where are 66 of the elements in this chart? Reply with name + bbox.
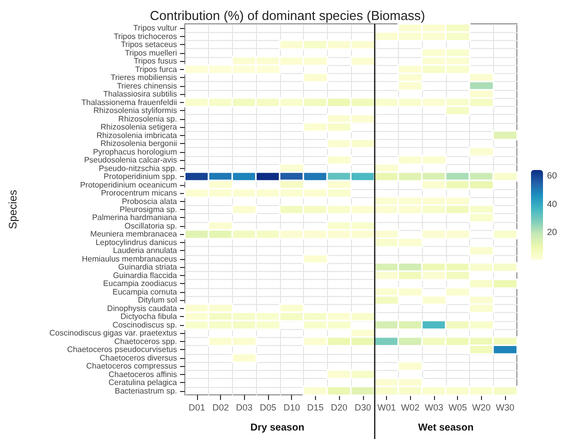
color-bar-label: 40 <box>547 198 558 209</box>
y-tick-label: Hemiaulus membranaceus <box>82 254 177 264</box>
y-tick-label: Dictyocha fibula <box>120 312 178 322</box>
y-tick-label: Protoperidinium spp. <box>104 172 177 182</box>
y-tick-label: Guinardia flaccida <box>112 270 178 280</box>
y-tick-label: Eucampia cornuta <box>112 287 178 296</box>
x-tick-label: D02 <box>212 402 229 412</box>
y-tick-label: Tripos furca <box>135 64 178 74</box>
x-tick-label: D30 <box>354 402 372 412</box>
x-tick-label: W03 <box>424 402 444 412</box>
y-tick-label: Eucampia zoodiacus <box>103 279 177 288</box>
x-tick-label: D03 <box>236 402 253 412</box>
y-tick-label: Thalassionema frauenfeldii <box>81 98 178 107</box>
y-tick-label: Rhizosolenia setigera <box>100 122 178 132</box>
y-tick-label: Rhizosolenia imbricata <box>96 130 178 140</box>
x-tick-label: D10 <box>283 402 300 412</box>
y-tick-label: Lauderia annulata <box>112 246 178 256</box>
y-tick-label: Rhizosolenia sp. <box>118 114 177 124</box>
x-tick-label: D20 <box>330 402 348 412</box>
y-tick-label: Chaetoceros pseudocurvisetus <box>67 345 177 354</box>
y-tick-label: Ditylum sol <box>138 296 178 305</box>
x-tick-label: D05 <box>260 402 276 412</box>
y-tick-label: Thalassiosira subtilis <box>103 90 177 99</box>
y-tick-label: Ceratulina pelagica <box>108 378 178 388</box>
x-tick-label: W20 <box>472 402 491 412</box>
y-tick-label: Tripos fusus <box>134 56 177 66</box>
y-tick-label: Guinardia striata <box>118 262 178 272</box>
x-tick-label: D01 <box>188 402 206 412</box>
x-tick-label: W02 <box>401 402 420 412</box>
y-tick-label: Meuniera membranacea <box>90 230 178 239</box>
color-bar-label: 20 <box>547 226 558 237</box>
y-tick-label: Dinophysis caudata <box>107 304 178 313</box>
y-tick-label: Rhizosolenia bergonii <box>100 139 178 148</box>
x-tick-label: W05 <box>448 402 467 412</box>
y-tick-label: Proboscia alata <box>122 196 178 206</box>
y-tick-label: Tripos vultur <box>133 24 178 33</box>
y-tick-label: Coscinodiscus sp. <box>112 320 177 330</box>
y-tick-label: Tripos setaceus <box>120 40 177 50</box>
y-tick-label: Palmerina hardmaniana <box>92 213 178 222</box>
x-tick-label: W30 <box>496 402 514 412</box>
y-tick-label: Protoperidinium oceanicum <box>80 180 178 190</box>
y-tick-label: Bacteriastrum sp. <box>114 386 177 396</box>
y-tick-label: Pseudosolenia calcar-avis <box>84 156 177 165</box>
y-tick-label: Chaetoceros diversus <box>100 353 177 362</box>
y-tick-label: Trieres mobiliensis <box>110 73 177 82</box>
y-tick-label: Coscinodiscus gigas var. praetextus <box>49 328 177 338</box>
y-tick-label: Chaetoceros spp. <box>114 336 177 346</box>
y-tick-label: Tripos trichoceros <box>114 32 177 41</box>
y-axis-title: Species <box>8 189 20 230</box>
y-tick-label: Pleurosigma sp. <box>120 205 177 214</box>
y-tick-label: Chaetoceros affinis <box>108 370 177 379</box>
y-tick-label: Pseudo-nitzschia spp. <box>98 164 177 173</box>
color-bar-label: 60 <box>547 170 558 181</box>
y-tick-label: Trieres chinensis <box>116 81 177 90</box>
y-tick-label: Oscillatoria sp. <box>124 221 177 230</box>
y-tick-label: Tripos muelleri <box>124 48 178 58</box>
x-tick-label: D15 <box>307 402 324 412</box>
y-tick-label: Rhizosolenia styliformis <box>93 106 177 116</box>
chart-title: Contribution (%) of dominant species (Biomass) <box>150 8 426 23</box>
text: Dry season <box>250 422 304 434</box>
text: Wet season <box>418 422 474 434</box>
x-tick-label: W01 <box>377 402 396 412</box>
y-tick-label: Leptocylindrus danicus <box>96 238 177 247</box>
y-tick-label: Prorocentrum micans <box>100 188 177 198</box>
y-tick-label: Pyrophacus horologium <box>92 147 178 156</box>
y-tick-label: Chaetoceros compressus <box>86 362 177 371</box>
